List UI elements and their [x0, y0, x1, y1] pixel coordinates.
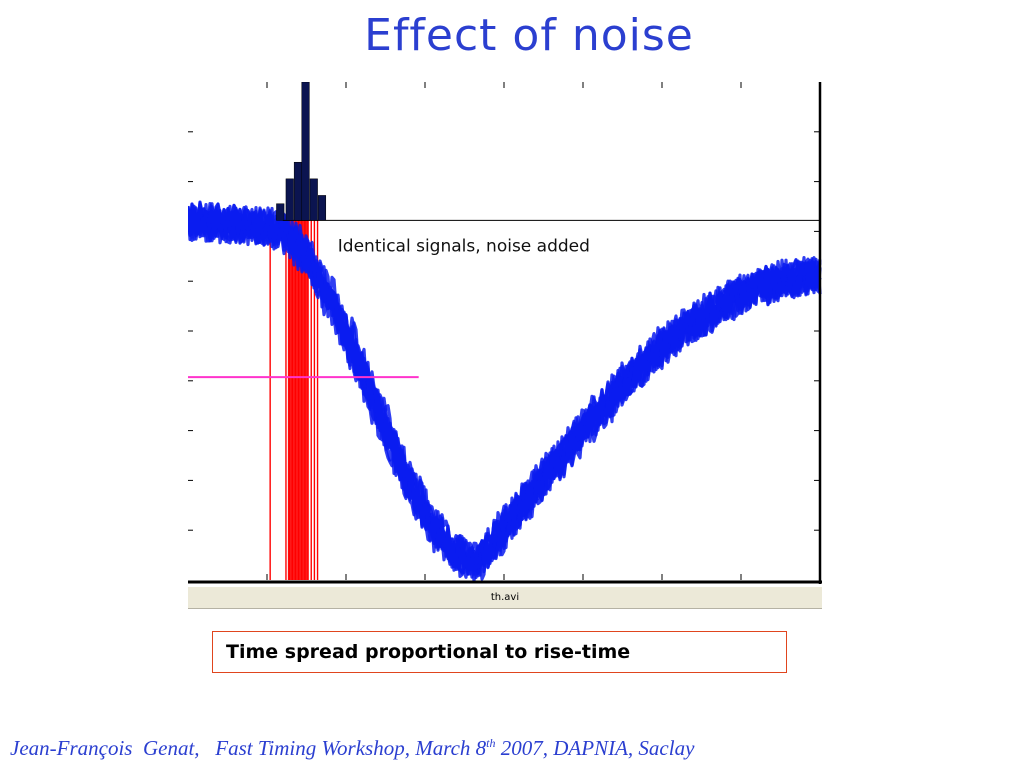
- crossing-time-markers: [269, 220, 319, 581]
- slide-title: Effect of noise: [364, 10, 694, 61]
- callout-text: Time spread proportional to rise-time: [226, 641, 631, 663]
- plot-svg: Identical signals, noise added: [188, 82, 822, 586]
- slide-footer: Jean-François Genat, Fast Timing Worksho…: [10, 736, 694, 761]
- callout-box: Time spread proportional to rise-time: [212, 631, 787, 673]
- histogram-bar: [293, 161, 303, 221]
- video-statusbar: th.avi: [188, 586, 822, 609]
- histogram-bar: [285, 178, 294, 221]
- video-filename: th.avi: [490, 592, 520, 603]
- footer-author: Jean-François Genat, Fast Timing Worksho…: [10, 736, 487, 760]
- histogram-bar: [276, 203, 285, 221]
- axis-ticks: [188, 82, 820, 580]
- footer-superscript: th: [486, 736, 496, 750]
- histogram-bar: [309, 178, 318, 221]
- crossing-time-histogram: [276, 82, 327, 221]
- signal-trace: [188, 203, 822, 581]
- signal-traces: [188, 200, 822, 582]
- footer-rest: 2007, DAPNIA, Saclay: [495, 736, 695, 760]
- plot-annotation: Identical signals, noise added: [338, 236, 590, 256]
- oscilloscope-plot: Identical signals, noise added: [188, 82, 822, 610]
- crossing-band: [287, 220, 309, 581]
- histogram-bar: [317, 195, 327, 221]
- signal-trace: [188, 202, 822, 576]
- histogram-bar: [301, 82, 310, 221]
